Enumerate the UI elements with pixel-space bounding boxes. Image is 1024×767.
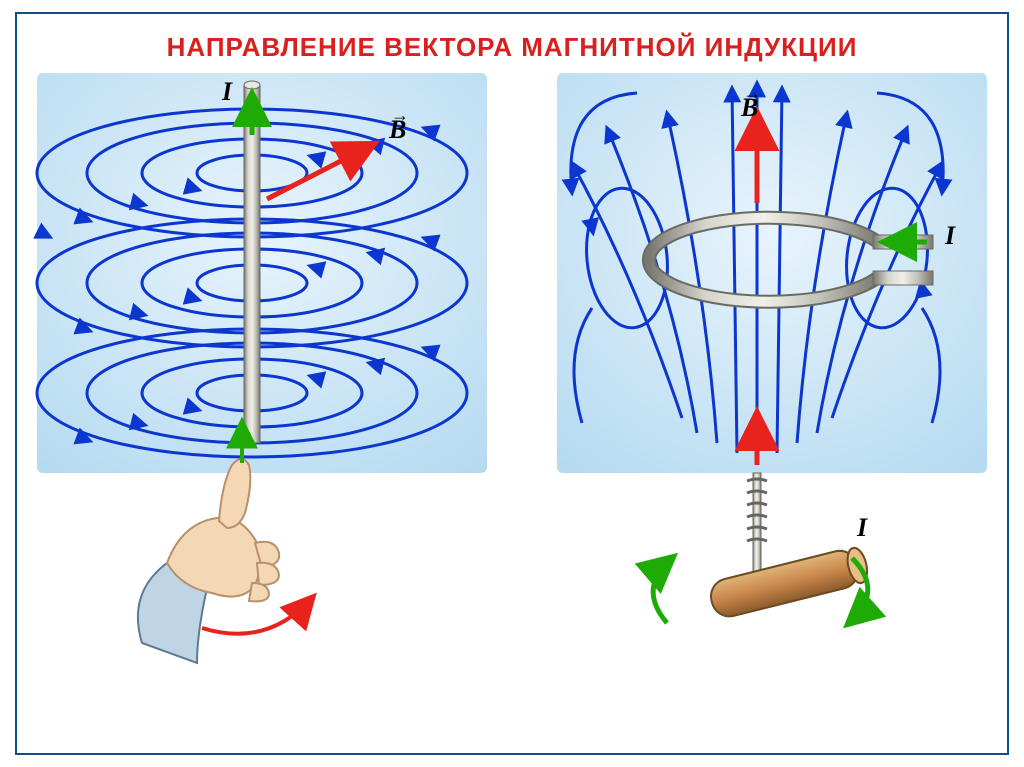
label-B-left: →B — [389, 115, 406, 145]
physics-diagram-svg — [17, 73, 1011, 743]
page-title: НАПРАВЛЕНИЕ ВЕКТОРА МАГНИТНОЙ ИНДУКЦИИ — [17, 32, 1007, 63]
label-I-left: I — [222, 77, 232, 107]
label-B-right: →B — [741, 93, 758, 123]
corkscrew-icon — [653, 473, 871, 623]
straight-wire — [244, 81, 260, 443]
label-I-screw: I — [857, 513, 867, 543]
label-I-right: I — [945, 221, 955, 251]
diagram-frame: НАПРАВЛЕНИЕ ВЕКТОРА МАГНИТНОЙ ИНДУКЦИИ — [15, 12, 1009, 755]
diagram-canvas: I →B →B I I — [17, 73, 1007, 747]
